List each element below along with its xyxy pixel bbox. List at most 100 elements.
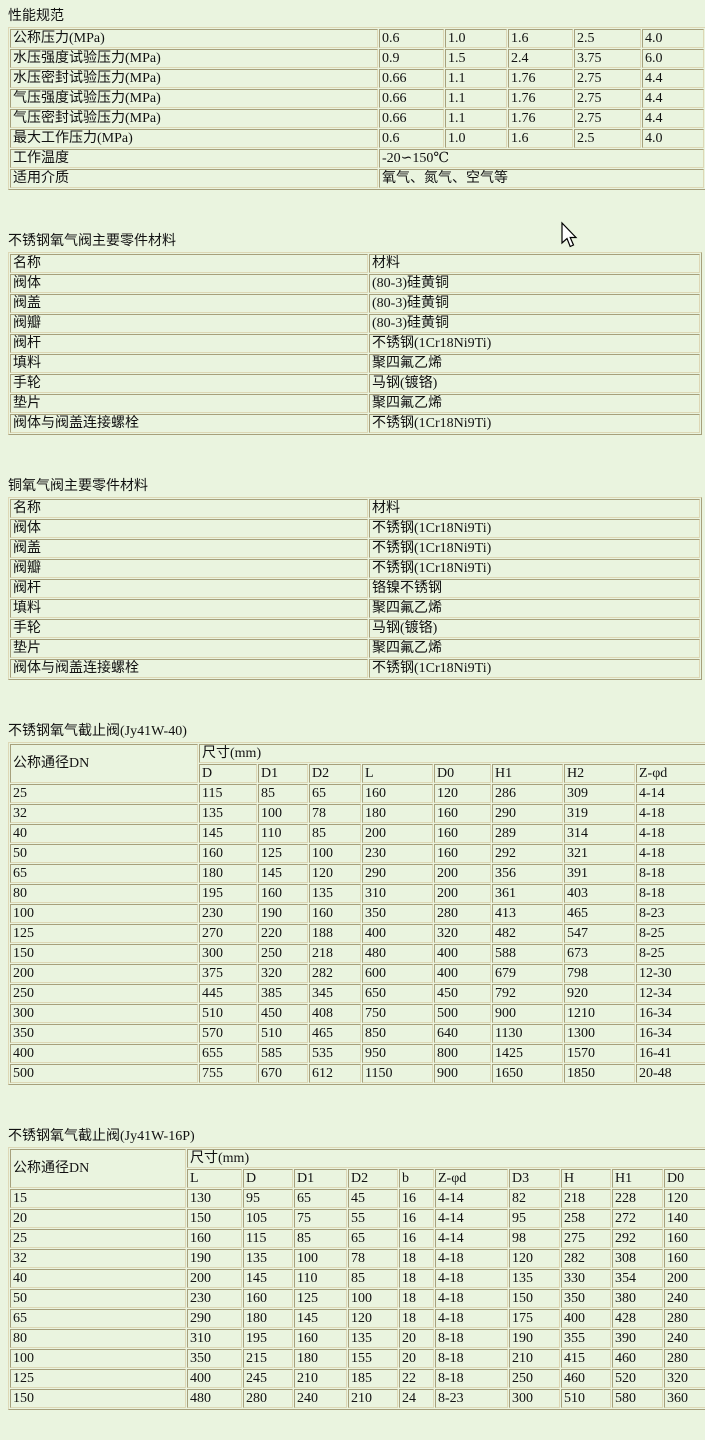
table-cell: 580 [612, 1389, 663, 1408]
table-cell: 85 [258, 784, 308, 803]
table-cell: D3 [509, 1169, 560, 1188]
stainless-valve-materials-table: 名称 材料 阀体 (80-3)硅黄铜 阀盖 (80-3)硅黄铜 阀瓣 (80-3)硅黄铜 阀杆不… [8, 252, 702, 435]
table-cell: 200 [434, 884, 491, 903]
section-dimensions-jy41w-16p: 不锈钢氧气截止阀(Jy41W-16P) 公称通径DN 尺寸(mm) L D D1 D2 b Z… [8, 1128, 705, 1410]
table-cell: 345 [309, 984, 361, 1003]
table-cell: 270 [199, 924, 257, 943]
table-row: 200 375 320 282 600 400 679 798 12-30 [10, 964, 705, 983]
section-title: 不锈钢氧气截止阀(Jy41W-16P) [8, 1129, 195, 1144]
table-cell: 280 [434, 904, 491, 923]
table-cell: 673 [564, 944, 635, 963]
table-cell: 45 [348, 1189, 398, 1208]
table-cell: 230 [362, 844, 433, 863]
table-cell: 450 [258, 1004, 308, 1023]
table-cell: 4-18 [435, 1269, 508, 1288]
table-cell: 160 [434, 824, 491, 843]
table-cell: 78 [348, 1249, 398, 1268]
table-cell: 8-23 [435, 1389, 508, 1408]
table-cell: H1 [612, 1169, 663, 1188]
table-row: 适用介质 氧气、氮气、空气等 [10, 169, 704, 188]
table-cell: 8-18 [435, 1329, 508, 1348]
table-cell: 800 [434, 1044, 491, 1063]
table-cell: 355 [561, 1329, 611, 1348]
table-cell: 160 [362, 784, 433, 803]
table-cell: 0.66 [379, 89, 444, 108]
table-cell: H [561, 1169, 611, 1188]
table-cell: 阀体与阀盖连接螺栓 [10, 414, 368, 433]
table-cell: 510 [199, 1004, 257, 1023]
table-row: 125 400 245 210 185 22 8-18 250 460 520 320 [10, 1369, 705, 1388]
table-cell: 798 [564, 964, 635, 983]
table-cell: 250 [258, 944, 308, 963]
table-cell: 309 [564, 784, 635, 803]
table-cell: 1.1 [445, 69, 507, 88]
table-cell: 950 [362, 1044, 433, 1063]
table-cell: H1 [492, 764, 563, 783]
table-cell: 4-18 [636, 804, 705, 823]
table-cell: 547 [564, 924, 635, 943]
table-cell: 55 [348, 1209, 398, 1228]
table-row: 工作温度 -20∽150℃ [10, 149, 704, 168]
table-row: 400 655 585 535 950 800 1425 1570 16-41 [10, 1044, 705, 1063]
table-row: 25 115 85 65 160 120 286 309 4-14 [10, 784, 705, 803]
table-cell: 415 [561, 1349, 611, 1368]
table-cell: 850 [362, 1024, 433, 1043]
table-cell: 180 [294, 1349, 347, 1368]
table-cell: 400 [187, 1369, 242, 1388]
table-cell: 24 [399, 1389, 434, 1408]
table-cell: 640 [434, 1024, 491, 1043]
table-cell: 292 [492, 844, 563, 863]
table-cell: 2.75 [574, 89, 641, 108]
table-cell: 65 [10, 864, 198, 883]
table-cell: D1 [258, 764, 308, 783]
table-row: 垫片 聚四氟乙烯 [10, 394, 700, 413]
table-cell: 258 [561, 1209, 611, 1228]
table-cell: 289 [492, 824, 563, 843]
table-cell: 300 [509, 1389, 560, 1408]
table-row: 80 195 160 135 310 200 361 403 8-18 [10, 884, 705, 903]
table-row: 阀瓣 不锈钢(1Cr18Ni9Ti) [10, 559, 700, 578]
table-cell: 85 [294, 1229, 347, 1248]
table-cell: 180 [362, 804, 433, 823]
table-cell: 65 [10, 1309, 186, 1328]
table-cell: 22 [399, 1369, 434, 1388]
table-row: 手轮 马钢(镀铬) [10, 619, 700, 638]
table-cell: 428 [612, 1309, 663, 1328]
table-cell: 100 [294, 1249, 347, 1268]
table-cell: 阀体 [10, 274, 368, 293]
table-cell: 材料 [369, 499, 700, 518]
table-cell: 320 [664, 1369, 705, 1388]
table-cell: 1300 [564, 1024, 635, 1043]
table-cell: 气压密封试验压力(MPa) [10, 109, 378, 128]
table-cell: b [399, 1169, 434, 1188]
table-row: 阀体 (80-3)硅黄铜 [10, 274, 700, 293]
table-cell: 150 [10, 1389, 186, 1408]
table-cell: 2.5 [574, 129, 641, 148]
table-cell: 900 [492, 1004, 563, 1023]
table-cell: 3.75 [574, 49, 641, 68]
table-cell: 292 [612, 1229, 663, 1248]
table-cell: D2 [309, 764, 361, 783]
table-cell: 不锈钢(1Cr18Ni9Ti) [369, 414, 700, 433]
table-cell: 280 [243, 1389, 293, 1408]
table-cell: 1.1 [445, 109, 507, 128]
table-cell: 公称压力(MPa) [10, 29, 378, 48]
table-cell: 354 [612, 1269, 663, 1288]
table-row: 25 160 115 85 65 16 4-14 98 275 292 160 [10, 1229, 705, 1248]
table-cell: 85 [348, 1269, 398, 1288]
table-cell: 40 [10, 1269, 186, 1288]
table-cell: 200 [187, 1269, 242, 1288]
table-cell: 4.4 [642, 69, 704, 88]
table-cell: 445 [199, 984, 257, 1003]
table-cell: 135 [243, 1249, 293, 1268]
table-cell: 工作温度 [10, 149, 378, 168]
table-cell: 240 [664, 1329, 705, 1348]
table-cell: 510 [561, 1389, 611, 1408]
table-cell: 4-18 [636, 844, 705, 863]
table-cell: 361 [492, 884, 563, 903]
table-cell: 公称通径DN [10, 744, 198, 783]
table-cell: 水压强度试验压力(MPa) [10, 49, 378, 68]
copper-valve-materials-table: 名称 材料 阀体 不锈钢(1Cr18Ni9Ti) 阀盖 不锈钢(1Cr18Ni9Ti) 阀瓣… [8, 497, 702, 680]
dimensions-jy41w-40-table: 公称通径DN 尺寸(mm) D D1 D2 L D0 H1 H2 Z-φd 25 115 85 65 160… [8, 742, 705, 1085]
table-cell: 4.0 [642, 29, 704, 48]
